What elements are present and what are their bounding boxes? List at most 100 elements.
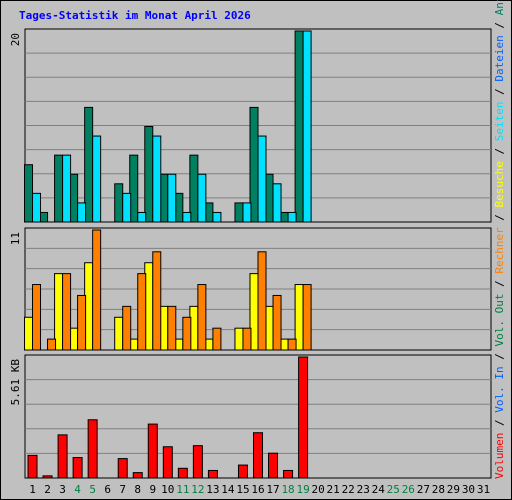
- x-tick-label: 13: [206, 483, 219, 496]
- bar-seiten-day-9: [152, 135, 162, 223]
- bar-volumen-day-1: [27, 454, 38, 479]
- bar-anfragen-day-19: [294, 30, 304, 223]
- x-tick-label: 31: [477, 483, 490, 496]
- x-tick-label: 3: [59, 483, 66, 496]
- x-tick-label: 11: [176, 483, 189, 496]
- bar-seiten-day-11: [182, 211, 192, 223]
- bar-anfragen-day-9: [144, 126, 154, 223]
- panel-2-y-max-label: 11: [9, 232, 22, 245]
- bar-volumen-day-10: [162, 446, 173, 479]
- bar-rechner-day-9: [152, 251, 162, 351]
- bar-rechner-day-13: [212, 327, 222, 351]
- bar-volumen-day-3: [57, 434, 68, 479]
- bar-besuche-day-15: [234, 327, 244, 351]
- x-tick-label: 8: [134, 483, 141, 496]
- bar-rechner-day-15: [242, 327, 252, 351]
- bar-volumen-day-2: [42, 475, 53, 479]
- bar-seiten-day-16: [257, 135, 267, 223]
- bar-anfragen-day-3: [54, 154, 64, 223]
- legend-item-dateien: Dateien: [493, 35, 506, 82]
- bar-volumen-day-7: [117, 458, 128, 479]
- x-tick-label: 26: [402, 483, 415, 496]
- x-tick-label: 23: [357, 483, 370, 496]
- legend-separator: /: [493, 141, 506, 162]
- x-tick-label: 2: [44, 483, 51, 496]
- panel-3-y-max-label: 5.61 KB: [9, 359, 22, 406]
- legend-item-vol-in: Vol. In: [493, 366, 506, 413]
- bar-seiten-day-18: [287, 211, 297, 223]
- bar-seiten-day-1: [32, 192, 42, 223]
- x-tick-label: 16: [251, 483, 264, 496]
- legend-separator: /: [493, 207, 506, 228]
- bar-rechner-day-12: [197, 284, 207, 351]
- bar-besuche-day-1: [24, 316, 34, 351]
- legend-item-seiten: Seiten: [493, 101, 506, 142]
- x-tick-label: 1: [29, 483, 36, 496]
- bar-volumen-day-5: [87, 419, 98, 479]
- bar-volumen-day-11: [177, 467, 188, 479]
- x-tick-label: 15: [236, 483, 249, 496]
- bar-volumen-day-12: [192, 445, 203, 479]
- x-tick-label: 22: [342, 483, 355, 496]
- bar-anfragen-day-8: [129, 154, 139, 223]
- bar-rechner-day-8: [137, 273, 147, 351]
- legend: Volumen / Vol. In / Vol. Out / Rechner /…: [493, 0, 506, 479]
- bar-rechner-day-5: [92, 229, 102, 351]
- bar-seiten-day-10: [167, 173, 177, 223]
- legend-separator: /: [493, 346, 506, 367]
- legend-separator: /: [493, 273, 506, 294]
- legend-item-volumen: Volumen: [493, 432, 506, 479]
- bar-seiten-day-5: [92, 135, 102, 223]
- bar-volumen-day-9: [147, 423, 158, 479]
- bar-seiten-day-13: [212, 211, 222, 223]
- x-tick-label: 21: [327, 483, 340, 496]
- bar-rechner-day-18: [287, 338, 297, 351]
- bar-anfragen-day-7: [114, 183, 124, 223]
- bar-seiten-day-4: [77, 202, 87, 223]
- bar-besuche-day-3: [54, 273, 64, 351]
- x-tick-label: 10: [161, 483, 174, 496]
- chart-title: Tages-Statistik im Monat April 2026: [19, 9, 251, 22]
- bar-seiten-day-3: [62, 154, 72, 223]
- bar-seiten-day-7: [122, 192, 132, 223]
- x-tick-label: 17: [266, 483, 279, 496]
- bar-rechner-day-11: [182, 316, 192, 351]
- bar-rechner-day-1: [32, 284, 42, 351]
- bar-seiten-day-15: [242, 202, 252, 223]
- bar-rechner-day-10: [167, 305, 177, 351]
- bar-rechner-day-4: [77, 294, 87, 351]
- legend-separator: /: [493, 15, 506, 36]
- legend-separator: /: [493, 81, 506, 102]
- bar-volumen-day-4: [72, 457, 83, 479]
- bar-volumen-day-16: [253, 432, 263, 479]
- panel-1-y-max-label: 20: [9, 33, 22, 46]
- bar-seiten-day-19: [302, 30, 312, 223]
- x-tick-label: 20: [312, 483, 325, 496]
- bar-seiten-day-12: [197, 173, 207, 223]
- bar-seiten-day-8: [137, 211, 147, 223]
- legend-item-anfragen: Anfragen: [493, 0, 506, 15]
- bar-volumen-day-18: [283, 469, 294, 479]
- legend-item-vol-out: Vol. Out: [493, 293, 506, 347]
- x-tick-label: 30: [462, 483, 475, 496]
- bar-seiten-day-17: [272, 183, 282, 223]
- bar-besuche-day-7: [114, 316, 124, 351]
- x-tick-label: 14: [221, 483, 235, 496]
- x-tick-label: 12: [191, 483, 204, 496]
- bar-rechner-day-19: [302, 284, 312, 351]
- x-tick-label: 5: [89, 483, 96, 496]
- x-tick-label: 6: [104, 483, 111, 496]
- bar-anfragen-day-1: [24, 164, 34, 223]
- bar-volumen-day-13: [207, 469, 218, 479]
- x-tick-label: 9: [149, 483, 156, 496]
- bar-rechner-day-3: [62, 273, 72, 351]
- x-tick-label: 28: [432, 483, 445, 496]
- x-tick-label: 25: [387, 483, 400, 496]
- bar-rechner-day-17: [272, 294, 282, 351]
- bar-anfragen-day-15: [234, 202, 244, 223]
- bar-rechner-day-16: [257, 251, 267, 351]
- x-tick-label: 18: [281, 483, 294, 496]
- x-tick-label: 27: [417, 483, 430, 496]
- x-tick-label: 24: [372, 483, 386, 496]
